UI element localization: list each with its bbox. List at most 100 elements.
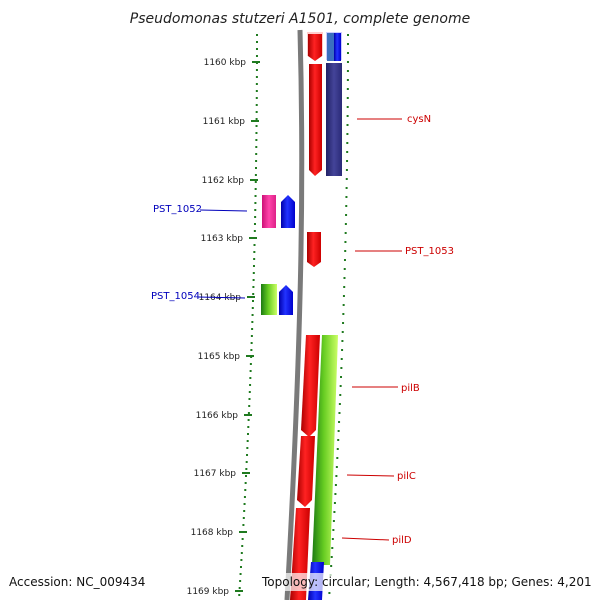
track-dot	[346, 88, 349, 90]
gene-label-pilB[interactable]: pilB	[401, 383, 420, 394]
track-dot	[330, 565, 333, 567]
track-dot	[252, 286, 255, 288]
track-dot	[252, 279, 255, 281]
track-dot	[346, 160, 349, 162]
gene-feature	[279, 285, 293, 315]
track-dot	[330, 556, 333, 558]
gene-feature	[327, 33, 334, 61]
tick-label: 1162 kbp	[202, 176, 245, 186]
gene-label-pst1052[interactable]: PST_1052	[153, 204, 202, 215]
track-dot	[332, 529, 335, 531]
tick-label: 1161 kbp	[203, 117, 246, 127]
track-dot	[332, 520, 335, 522]
kbp-ticks: 1160 kbp 1161 kbp 1162 kbp 1163 kbp 1164 kbp…	[187, 58, 260, 597]
gene-features	[261, 32, 342, 600]
footer-backdrop	[262, 573, 592, 591]
accession-text: Accession: NC_009434	[9, 575, 145, 589]
track-dot	[251, 307, 254, 309]
gene-label-cysN[interactable]: cysN	[407, 114, 431, 125]
track-dot	[346, 133, 349, 135]
track-dot	[340, 376, 343, 378]
track-dot	[345, 214, 348, 216]
track-dot	[338, 412, 341, 414]
track-dot	[346, 124, 349, 126]
track-dot	[250, 349, 253, 351]
track-dot	[346, 52, 349, 54]
track-dot	[336, 448, 339, 450]
tick-label: 1163 kbp	[201, 234, 244, 244]
track-dot	[340, 367, 343, 369]
gene-label-pst1054[interactable]: PST_1054	[151, 291, 200, 302]
track-dot	[331, 538, 334, 540]
track-dot	[339, 394, 342, 396]
track-dot	[254, 209, 257, 211]
gene-feature	[281, 195, 295, 228]
track-dot	[337, 439, 340, 441]
track-dot	[345, 196, 348, 198]
track-dot	[250, 342, 253, 344]
track-dot	[252, 272, 255, 274]
track-dot	[340, 358, 343, 360]
track-dot	[344, 241, 347, 243]
gene-feature	[308, 34, 322, 61]
gene-feature	[334, 33, 341, 61]
track-dot	[249, 370, 252, 372]
track-dot	[255, 132, 258, 134]
track-dot	[255, 76, 258, 78]
track-dot	[338, 403, 341, 405]
track-dot	[250, 335, 253, 337]
track-dot	[249, 363, 252, 365]
track-dot	[253, 230, 256, 232]
track-dot	[346, 115, 349, 117]
track-dot	[333, 502, 336, 504]
track-dot	[251, 314, 254, 316]
track-dot	[249, 384, 252, 386]
gene-feature-pilB	[301, 335, 320, 437]
gene-label-pilC[interactable]: pilC	[397, 471, 416, 482]
track-dot	[343, 259, 346, 261]
track-dot	[247, 419, 250, 421]
track-dot	[241, 545, 244, 547]
gene-label-pilD[interactable]: pilD	[392, 535, 412, 546]
track-dot	[343, 286, 346, 288]
track-dot	[346, 97, 349, 99]
track-dot	[245, 461, 248, 463]
track-dot	[255, 41, 258, 43]
track-dot	[346, 43, 349, 45]
track-dot	[247, 426, 250, 428]
map-title: Pseudomonas stutzeri A1501, complete gen…	[130, 11, 470, 27]
track-dot	[342, 322, 345, 324]
track-dot	[345, 178, 348, 180]
track-dot	[255, 125, 258, 127]
tick-label: 1169 kbp	[187, 587, 230, 597]
track-dot	[255, 139, 258, 141]
gene-label-pst1053[interactable]: PST_1053	[405, 246, 454, 257]
track-dot	[337, 430, 340, 432]
tick-label: 1160 kbp	[204, 58, 247, 68]
track-dot	[255, 160, 258, 162]
track-dot	[254, 216, 257, 218]
track-dot	[243, 510, 246, 512]
track-dot	[341, 340, 344, 342]
track-dot	[244, 475, 247, 477]
track-dot	[346, 61, 349, 63]
track-dot	[248, 391, 251, 393]
track-dot	[255, 111, 258, 113]
track-dot	[246, 454, 249, 456]
label-leaders	[197, 118, 402, 541]
track-dot	[242, 517, 245, 519]
topology-text: Topology: circular; Length: 4,567,418 bp…	[261, 575, 592, 589]
track-dot	[253, 244, 256, 246]
track-dot	[254, 181, 257, 183]
track-dot	[335, 475, 338, 477]
track-dot	[255, 118, 258, 120]
track-dot	[255, 104, 258, 106]
track-dot	[344, 232, 347, 234]
track-dot	[252, 265, 255, 267]
track-dot	[254, 167, 257, 169]
track-dot	[251, 321, 254, 323]
track-dot	[255, 55, 258, 57]
track-dot	[240, 559, 243, 561]
track-dot	[342, 313, 345, 315]
